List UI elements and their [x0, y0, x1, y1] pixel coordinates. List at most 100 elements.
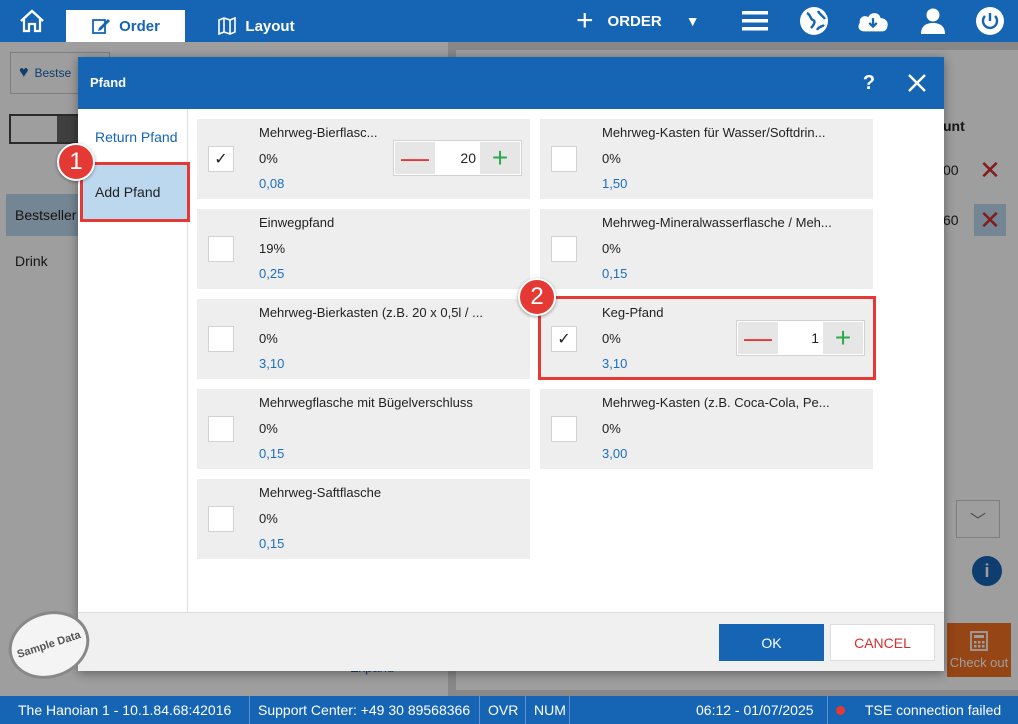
- item-price: 0,15: [259, 446, 285, 461]
- home-icon: [20, 9, 44, 33]
- item-name: Mehrweg-Kasten für Wasser/Softdrin...: [602, 125, 826, 140]
- callout-highlight-keg-pfand: [538, 296, 876, 380]
- item-price: 3,10: [259, 356, 285, 371]
- pfand-item[interactable]: Mehrweg-Bierkasten (z.B. 20 x 0,5l / ...…: [197, 299, 530, 379]
- cancel-button[interactable]: CANCEL: [830, 624, 935, 661]
- return-pfand-tab[interactable]: Return Pfand: [82, 109, 188, 165]
- category-drink[interactable]: Drink: [6, 240, 80, 282]
- chevron-down-icon: ﹀: [969, 513, 986, 530]
- user-button[interactable]: [916, 4, 950, 38]
- tab-order[interactable]: Order: [66, 10, 185, 42]
- hamburger-icon: [742, 11, 768, 31]
- quantity-input[interactable]: 1: [811, 330, 819, 346]
- pfand-item[interactable]: Mehrweg-Kasten (z.B. Coca-Cola, Pe... 0%…: [540, 389, 873, 469]
- pfand-item[interactable]: Einwegpfand 19% 0,25: [197, 209, 530, 289]
- ok-button[interactable]: OK: [719, 624, 824, 661]
- cloud-sync-button[interactable]: [856, 4, 890, 38]
- num-indicator: NUM: [526, 696, 570, 724]
- quantity-input[interactable]: 20: [460, 150, 476, 166]
- item-price: 3,00: [602, 446, 628, 461]
- decrease-button[interactable]: —: [738, 322, 778, 354]
- increase-button[interactable]: +: [823, 322, 863, 354]
- view-toggle[interactable]: [9, 114, 109, 144]
- tse-status[interactable]: TSE connection failed: [828, 696, 1018, 724]
- item-checkbox[interactable]: ✓: [208, 146, 234, 172]
- pfand-item[interactable]: ✓ Keg-Pfand 0% 3,10 — 1 +: [540, 299, 873, 379]
- pfand-item[interactable]: Mehrweg-Kasten für Wasser/Softdrin... 0%…: [540, 119, 873, 199]
- plus-icon: +: [834, 322, 852, 353]
- item-tax-rate: 0%: [259, 331, 278, 346]
- item-checkbox[interactable]: [551, 236, 577, 262]
- amount-column-header: unt: [943, 118, 965, 134]
- pfand-item[interactable]: Mehrweg-Saftflasche 0% 0,15: [197, 479, 530, 559]
- close-dialog-button[interactable]: [903, 69, 931, 97]
- status-bar: The Hanoian 1 - 10.1.84.68:42016 Support…: [0, 696, 1018, 724]
- item-checkbox[interactable]: ✓: [551, 326, 577, 352]
- callout-badge-2: 2: [518, 278, 556, 316]
- info-button[interactable]: i: [972, 556, 1002, 586]
- item-checkbox[interactable]: [208, 506, 234, 532]
- user-icon: [921, 8, 945, 34]
- item-name: Mehrwegflasche mit Bügelverschluss: [259, 395, 473, 410]
- globe-icon: [800, 7, 828, 35]
- decrease-button[interactable]: —: [395, 142, 435, 174]
- item-checkbox[interactable]: [551, 146, 577, 172]
- increase-button[interactable]: +: [480, 142, 520, 174]
- language-button[interactable]: [797, 4, 831, 38]
- pfand-list: ✓ Mehrweg-Bierflasc... 0% 0,08 — 20 + Me…: [189, 109, 944, 612]
- item-name: Mehrweg-Kasten (z.B. Coca-Cola, Pe...: [602, 395, 830, 410]
- item-name: Einwegpfand: [259, 215, 335, 230]
- pfand-item[interactable]: Mehrwegflasche mit Bügelverschluss 0% 0,…: [197, 389, 530, 469]
- edit-icon: [92, 19, 111, 34]
- item-tax-rate: 0%: [602, 241, 621, 256]
- help-button[interactable]: ?: [857, 69, 881, 97]
- top-bar: Order Layout + ORDER ▼: [0, 0, 1018, 42]
- checkout-button[interactable]: Check out: [947, 623, 1011, 677]
- tab-layout[interactable]: Layout: [196, 10, 316, 42]
- item-tax-rate: 19%: [259, 241, 286, 256]
- item-checkbox[interactable]: [208, 326, 234, 352]
- item-checkbox[interactable]: [551, 416, 577, 442]
- callout-badge-1: 1: [57, 143, 95, 181]
- item-checkbox[interactable]: [208, 416, 234, 442]
- pfand-item[interactable]: ✓ Mehrweg-Bierflasc... 0% 0,08 — 20 +: [197, 119, 530, 199]
- item-tax-rate: 0%: [602, 151, 621, 166]
- category-bestseller[interactable]: Bestseller: [6, 194, 80, 236]
- item-price: 3,10: [602, 356, 628, 371]
- add-pfand-tab[interactable]: Add Pfand: [82, 164, 188, 220]
- item-name: Mehrweg-Bierflasc...: [259, 125, 378, 140]
- tab-layout-label: Layout: [245, 17, 295, 35]
- item-price: 0,25: [259, 266, 285, 281]
- cloud-download-icon: [858, 13, 888, 32]
- new-order-button[interactable]: + ORDER ▼: [576, 0, 700, 42]
- plus-icon: +: [491, 142, 509, 173]
- remove-item-button[interactable]: ✕: [974, 204, 1006, 236]
- item-price: 0,15: [602, 266, 628, 281]
- datetime: 06:12 - 01/07/2025: [688, 696, 828, 724]
- item-price: 0,08: [259, 176, 285, 191]
- close-icon: ✕: [979, 154, 1001, 185]
- return-pfand-label: Return Pfand: [95, 129, 178, 145]
- check-icon: ✓: [214, 151, 228, 168]
- scroll-down-button[interactable]: ﹀: [956, 500, 1000, 538]
- item-tax-rate: 0%: [259, 511, 278, 526]
- power-button[interactable]: [973, 4, 1007, 38]
- heart-icon: ♥: [19, 64, 29, 81]
- home-button[interactable]: [0, 0, 64, 42]
- bill-amount: 60: [943, 212, 959, 228]
- remove-item-button[interactable]: ✕: [974, 154, 1006, 186]
- dialog-sidebar: Return Pfand Add Pfand: [78, 109, 188, 612]
- bill-amount: 00: [943, 162, 959, 178]
- minus-icon: —: [744, 322, 772, 353]
- menu-button[interactable]: [738, 4, 772, 38]
- pfand-item[interactable]: Mehrweg-Mineralwasserflasche / Meh... 0%…: [540, 209, 873, 289]
- item-price: 0,15: [259, 536, 285, 551]
- checkout-label: Check out: [949, 654, 1009, 670]
- plus-icon: +: [576, 4, 594, 37]
- order-label: ORDER: [607, 12, 662, 30]
- item-checkbox[interactable]: [208, 236, 234, 262]
- store-location: The Hanoian 1 - 10.1.84.68:42016: [10, 696, 250, 724]
- bestseller-chip-label: Bestse: [34, 66, 72, 80]
- item-tax-rate: 0%: [602, 331, 621, 346]
- quantity-stepper: — 20 +: [393, 140, 522, 176]
